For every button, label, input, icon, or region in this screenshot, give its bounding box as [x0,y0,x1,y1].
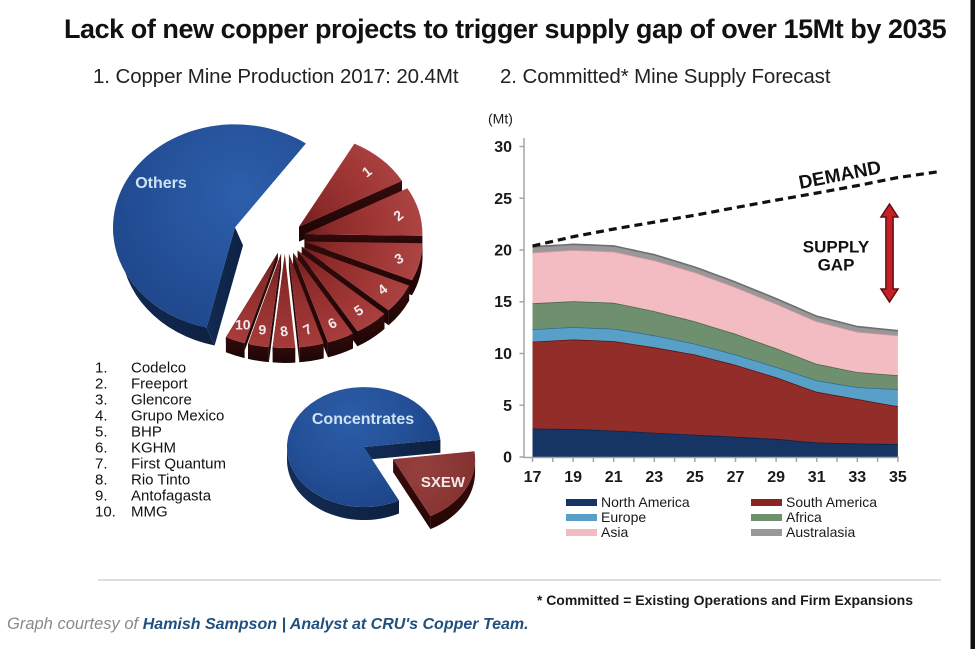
svg-text:10: 10 [235,317,251,333]
svg-text:Asia: Asia [601,524,628,540]
svg-text:Grupo Mexico: Grupo Mexico [131,408,224,425]
svg-text:33: 33 [848,469,866,486]
svg-text:25: 25 [494,191,512,208]
svg-text:(Mt): (Mt) [488,111,513,127]
svg-text:GAP: GAP [818,256,855,275]
svg-text:Codelco: Codelco [131,360,186,377]
svg-text:15: 15 [494,294,512,311]
svg-text:25: 25 [686,469,704,486]
svg-text:1. Copper Mine Production 2017: 1. Copper Mine Production 2017: 20.4Mt [93,65,459,88]
svg-text:10.: 10. [95,504,116,521]
svg-text:23: 23 [645,469,663,486]
svg-text:19: 19 [564,469,582,486]
svg-text:Australasia: Australasia [786,524,855,540]
svg-text:29: 29 [767,469,785,486]
svg-text:SXEW: SXEW [421,474,466,491]
svg-text:MMG: MMG [131,504,168,521]
svg-text:35: 35 [889,469,907,486]
svg-text:First Quantum: First Quantum [131,456,226,473]
svg-text:Freeport: Freeport [131,376,189,393]
svg-text:KGHM: KGHM [131,440,176,457]
svg-text:9: 9 [259,321,267,337]
svg-text:31: 31 [808,469,826,486]
svg-text:8.: 8. [95,472,108,489]
svg-text:Lack of new copper projects to: Lack of new copper projects to trigger s… [64,14,947,44]
svg-text:Concentrates: Concentrates [312,411,414,428]
svg-text:17: 17 [524,469,542,486]
svg-text:6.: 6. [95,440,108,457]
svg-text:Antofagasta: Antofagasta [131,488,212,505]
svg-text:5.: 5. [95,424,108,441]
svg-text:20: 20 [494,243,512,260]
svg-text:BHP: BHP [131,424,162,441]
svg-text:South America: South America [786,494,877,510]
svg-text:SUPPLY: SUPPLY [803,238,870,257]
svg-text:Europe: Europe [601,509,646,525]
svg-text:2. Committed* Mine Supply Fore: 2. Committed* Mine Supply Forecast [500,65,831,88]
svg-text:0: 0 [503,450,512,467]
svg-text:* Committed = Existing Operati: * Committed = Existing Operations and Fi… [537,592,913,608]
svg-text:2.: 2. [95,376,108,393]
svg-text:Rio Tinto: Rio Tinto [131,472,190,489]
svg-text:21: 21 [605,469,623,486]
svg-text:9.: 9. [95,488,108,505]
svg-text:4.: 4. [95,408,108,425]
svg-text:10: 10 [494,346,512,363]
svg-text:7.: 7. [95,456,108,473]
svg-text:Graph courtesy of Hamish Samps: Graph courtesy of Hamish Sampson | Analy… [7,615,529,633]
svg-text:5: 5 [503,398,512,415]
svg-text:North America: North America [601,494,690,510]
svg-text:27: 27 [727,469,745,486]
svg-text:Glencore: Glencore [131,392,192,409]
svg-text:1.: 1. [95,360,108,377]
svg-text:3.: 3. [95,392,108,409]
svg-text:Others: Others [135,175,187,192]
svg-text:30: 30 [494,139,512,156]
svg-text:Africa: Africa [786,509,822,525]
